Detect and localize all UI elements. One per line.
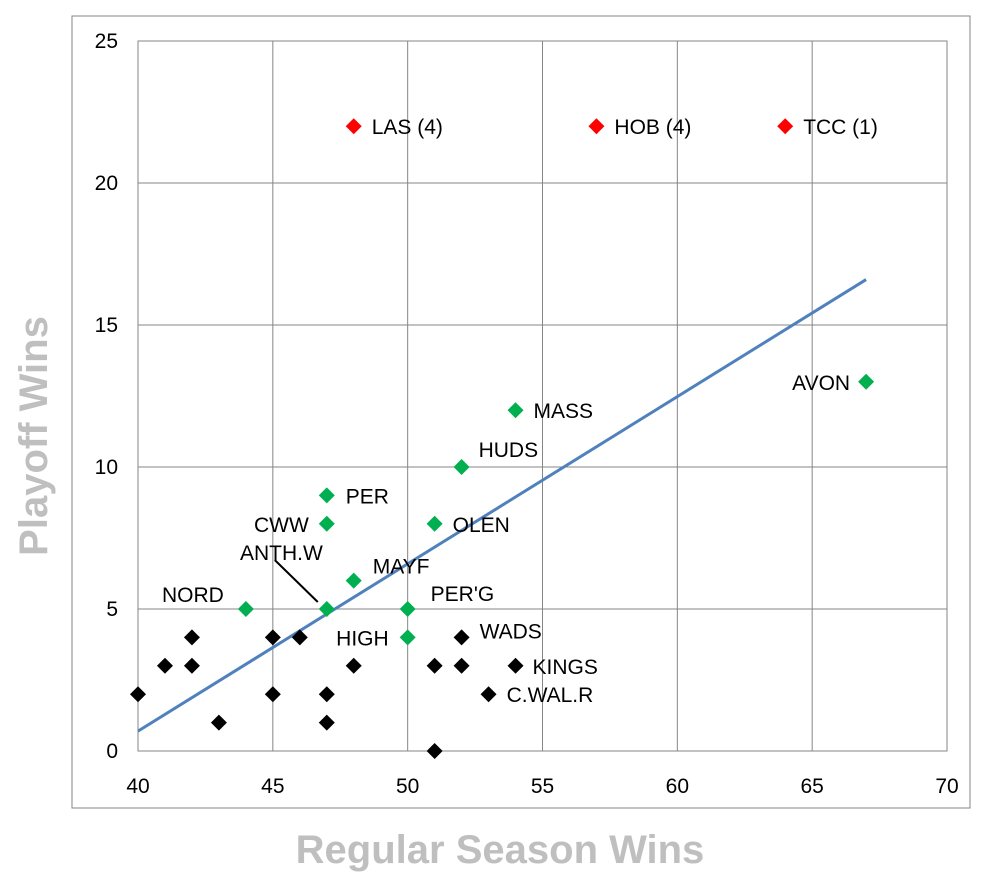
- y-tick-label: 15: [95, 314, 118, 337]
- black-point-marker: [264, 686, 281, 703]
- y-tick-label: 10: [95, 456, 118, 479]
- point-label: OLEN: [453, 514, 510, 537]
- black-point-marker: [345, 657, 362, 674]
- green-point-marker: [318, 487, 335, 504]
- point-label: HUDS: [479, 439, 539, 462]
- green-point-marker: [318, 601, 335, 617]
- black-point-marker: [156, 657, 173, 674]
- point-label: HOB (4): [614, 116, 691, 139]
- label-leader-line: [274, 559, 319, 603]
- red-point-marker: [345, 118, 362, 135]
- x-tick-label: 50: [396, 775, 419, 798]
- point-label: AVON: [792, 372, 850, 395]
- y-tick-label: 5: [106, 598, 118, 621]
- x-tick-label: 40: [126, 775, 149, 798]
- point-label: WADS: [480, 620, 542, 643]
- black-point-marker: [453, 629, 470, 646]
- point-label: PER'G: [431, 583, 495, 606]
- black-point-marker: [318, 714, 335, 731]
- black-point-marker: [210, 714, 227, 731]
- point-label: NORD: [162, 584, 224, 607]
- red-point-marker: [588, 118, 605, 135]
- green-point-marker: [399, 601, 416, 617]
- data-points: [130, 118, 875, 759]
- black-point-marker: [183, 629, 200, 646]
- black-point-marker: [426, 657, 443, 674]
- point-label: CWW: [254, 514, 309, 537]
- black-point-marker: [183, 657, 200, 674]
- x-tick-label: 55: [531, 775, 554, 798]
- x-tick-label: 65: [800, 775, 823, 798]
- black-point-marker: [426, 743, 443, 759]
- point-label: HIGH: [336, 627, 389, 650]
- green-point-marker: [345, 572, 362, 589]
- x-axis-title: Regular Season Wins: [296, 828, 705, 872]
- green-point-marker: [399, 629, 416, 646]
- point-label: PER: [346, 485, 389, 508]
- chart-area-border: [71, 15, 971, 809]
- point-label: MAYF: [373, 556, 430, 579]
- point-label: C.WAL.R: [507, 684, 594, 707]
- black-point-marker: [480, 686, 497, 703]
- point-label: KINGS: [533, 656, 598, 679]
- black-point-marker: [264, 629, 281, 646]
- green-point-marker: [237, 601, 254, 617]
- plot-area-border: [137, 40, 948, 752]
- trendline: [137, 278, 867, 733]
- green-point-marker: [453, 459, 470, 475]
- black-point-marker: [507, 657, 524, 674]
- red-point-marker: [777, 118, 794, 135]
- axis-ticks: 40 45 50 55 60 65 70 0 5 10 15 20 25: [95, 30, 959, 798]
- y-tick-label: 25: [95, 30, 118, 53]
- green-point-marker: [858, 373, 875, 390]
- x-tick-label: 70: [935, 775, 958, 798]
- black-point-marker: [453, 657, 470, 674]
- x-tick-label: 60: [666, 775, 689, 798]
- green-point-marker: [426, 515, 443, 532]
- green-point-marker: [507, 402, 524, 419]
- black-point-marker: [291, 629, 308, 646]
- point-label: ANTH.W: [240, 542, 323, 565]
- point-labels: LAS (4) HOB (4) TCC (1) AVON MASS HUDS PER CWW O…: [162, 116, 878, 707]
- point-label: LAS (4): [372, 116, 443, 139]
- point-label: TCC (1): [803, 116, 878, 139]
- y-tick-label: 20: [95, 172, 118, 195]
- x-tick-label: 45: [261, 775, 284, 798]
- y-tick-label: 0: [106, 740, 118, 763]
- black-point-marker: [130, 686, 146, 703]
- trendline-layer: [137, 278, 867, 733]
- green-point-marker: [318, 515, 335, 532]
- black-point-marker: [318, 686, 335, 703]
- point-label: MASS: [534, 400, 594, 423]
- y-axis-title: Playoff Wins: [12, 316, 56, 556]
